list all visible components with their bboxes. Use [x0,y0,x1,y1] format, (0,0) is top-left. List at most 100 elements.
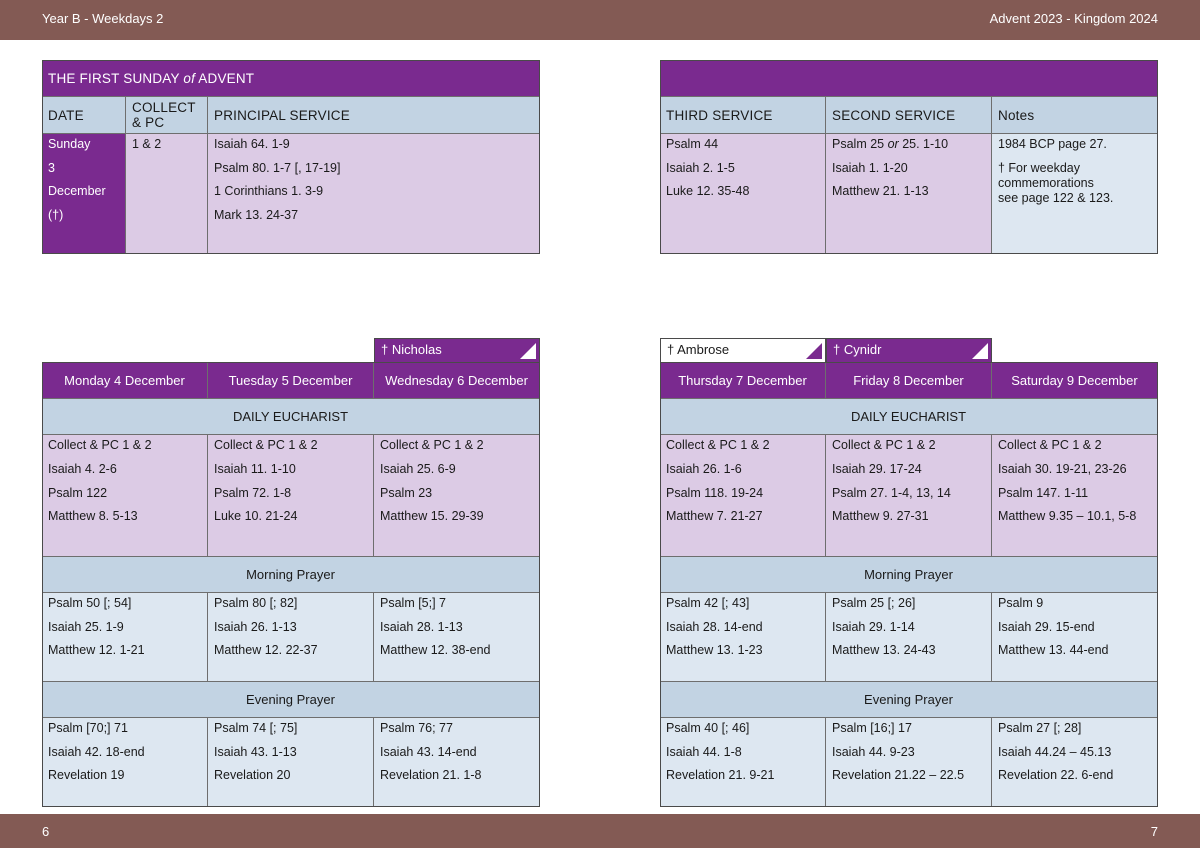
morning-prayer-cell: Psalm 25 [; 26] Isaiah 29. 1-14 Matthew … [826,593,992,682]
reading-line: Isaiah 11. 1-10 [214,462,296,476]
eucharist-cell: Collect & PC 1 & 2 Isaiah 11. 1-10 Psalm… [208,435,374,557]
evening-prayer-cell: Psalm [16;] 17 Isaiah 44. 9-23 Revelatio… [826,718,992,807]
reading-line: Isaiah 44. 1-8 [666,745,742,759]
evening-prayer-cell: Psalm 27 [; 28] Isaiah 44.24 – 45.13 Rev… [992,718,1158,807]
header-principal: PRINCIPAL SERVICE [208,97,540,134]
date-line: December [48,184,106,198]
reading-line: Isaiah 42. 18-end [48,745,145,759]
day-label: Wednesday 6 December [385,372,528,388]
note-line: † For weekday [998,161,1080,175]
reading-line: Matthew 13. 44-end [998,643,1109,657]
reading-line: Matthew 13. 24-43 [832,643,936,657]
note-line: see page 122 & 123. [998,191,1114,205]
header-right-text: Advent 2023 - Kingdom 2024 [989,11,1158,26]
weekday-right-border [660,362,1158,807]
reading-line: Psalm 25 or 25. 1-10 [832,137,948,151]
sunday-collect-cell: 1 & 2 [126,134,208,254]
sunday-principal-cell: Isaiah 64. 1-9 Psalm 80. 1-7 [, 17-19] 1… [208,134,540,254]
header-left-text: Year B - Weekdays 2 [42,11,164,26]
reading-line: Collect & PC 1 & 2 [998,438,1102,452]
tab-label: † Ambrose [667,342,730,357]
reading-line: Matthew 15. 29-39 [380,509,484,523]
morning-prayer-cell: Psalm 50 [; 54] Isaiah 25. 1-9 Matthew 1… [42,593,208,682]
header-second-label: SECOND SERVICE [832,108,956,123]
morning-prayer-cell: Psalm 80 [; 82] Isaiah 26. 1-13 Matthew … [208,593,374,682]
corner-triangle-icon [806,343,822,359]
sunday-table-border [42,60,540,254]
reading-line: Isaiah 25. 1-9 [48,620,124,634]
reading-line: Psalm 50 [; 54] [48,596,132,610]
note-line: commemorations [998,176,1094,190]
reading-line: Isaiah 25. 6-9 [380,462,456,476]
footer-bar: 6 7 [0,814,1200,848]
title-part-italic: of [183,71,196,86]
weekday-left-border [42,362,540,807]
section-evening-prayer: Evening Prayer [660,682,1158,718]
reading-line: Matthew 9.35 – 10.1, 5-8 [998,509,1137,523]
section-evening-prayer: Evening Prayer [42,682,540,718]
reading-line: Psalm 122 [48,486,108,500]
section-label: Evening Prayer [246,692,335,707]
reading-line: Psalm 44 [666,137,719,151]
sunday-title: THE FIRST SUNDAY of ADVENT [42,60,540,97]
section-label: Evening Prayer [864,692,953,707]
reading-line: Mark 13. 24-37 [214,208,299,222]
reading-line: Revelation 22. 6-end [998,768,1114,782]
evening-prayer-cell: Psalm 74 [; 75] Isaiah 43. 1-13 Revelati… [208,718,374,807]
reading-line: Psalm 25 [; 26] [832,596,916,610]
day-header: Wednesday 6 December [374,362,540,399]
header-date: DATE [42,97,126,134]
eucharist-cell: Collect & PC 1 & 2 Isaiah 25. 6-9 Psalm … [374,435,540,557]
notes-cell: 1984 BCP page 27. † For weekday commemor… [992,134,1158,254]
day-label: Tuesday 5 December [228,372,353,388]
reading-line: Isaiah 43. 1-13 [214,745,297,759]
reading-line: Collect & PC 1 & 2 [666,438,770,452]
day-label: Friday 8 December [853,372,964,388]
reading-line: Matthew 13. 1-23 [666,643,763,657]
title-part: THE FIRST SUNDAY [48,71,184,86]
reading-line: Psalm 9 [998,596,1044,610]
reading-line: Matthew 7. 21-27 [666,509,763,523]
reading-line: Isaiah 43. 14-end [380,745,477,759]
day-header: Friday 8 December [826,362,992,399]
reading-line: Psalm [70;] 71 [48,721,128,735]
corner-triangle-icon [520,343,536,359]
header-date-label: DATE [48,108,84,123]
section-label: Morning Prayer [864,567,953,582]
reading-line: Revelation 20 [214,768,291,782]
date-line: 3 [48,161,55,175]
note-line: 1984 BCP page 27. [998,137,1107,151]
day-label: Saturday 9 December [1011,372,1138,388]
page-number-left: 6 [42,824,50,839]
reading-line: Isaiah 44. 9-23 [832,745,915,759]
day-header: Thursday 7 December [660,362,826,399]
reading-line: Collect & PC 1 & 2 [48,438,152,452]
header-principal-label: PRINCIPAL SERVICE [214,108,350,123]
sunday-title-band [660,60,1158,97]
eucharist-cell: Collect & PC 1 & 2 Isaiah 4. 2-6 Psalm 1… [42,435,208,557]
header-third: THIRD SERVICE [660,97,826,134]
day-label: Thursday 7 December [678,372,807,388]
reading-line: Matthew 12. 38-end [380,643,491,657]
sunday-right-table-border [660,60,1158,254]
reading-line: Isaiah 1. 1-20 [832,161,908,175]
reading-line: Isaiah 26. 1-13 [214,620,297,634]
evening-prayer-cell: Psalm 76; 77 Isaiah 43. 14-end Revelatio… [374,718,540,807]
reading-line: Revelation 19 [48,768,125,782]
day-header: Monday 4 December [42,362,208,399]
header-second: SECOND SERVICE [826,97,992,134]
reading-line: Psalm 118. 19-24 [666,486,764,500]
section-morning-prayer: Morning Prayer [42,557,540,593]
reading-line: Matthew 12. 22-37 [214,643,318,657]
header-third-label: THIRD SERVICE [666,108,773,123]
reading-line: Psalm [5;] 7 [380,596,446,610]
eucharist-cell: Collect & PC 1 & 2 Isaiah 29. 17-24 Psal… [826,435,992,557]
reading-line: Psalm 80. 1-7 [, 17-19] [214,161,341,175]
reading-line: Revelation 21. 9-21 [666,768,775,782]
tab-label: † Cynidr [833,342,882,357]
reading-line: Psalm [16;] 17 [832,721,912,735]
section-label: Morning Prayer [246,567,335,582]
header-collect-line2: & PC [132,115,165,130]
reading-line: Collect & PC 1 & 2 [380,438,484,452]
tab-cynidr: † Cynidr [826,338,992,362]
